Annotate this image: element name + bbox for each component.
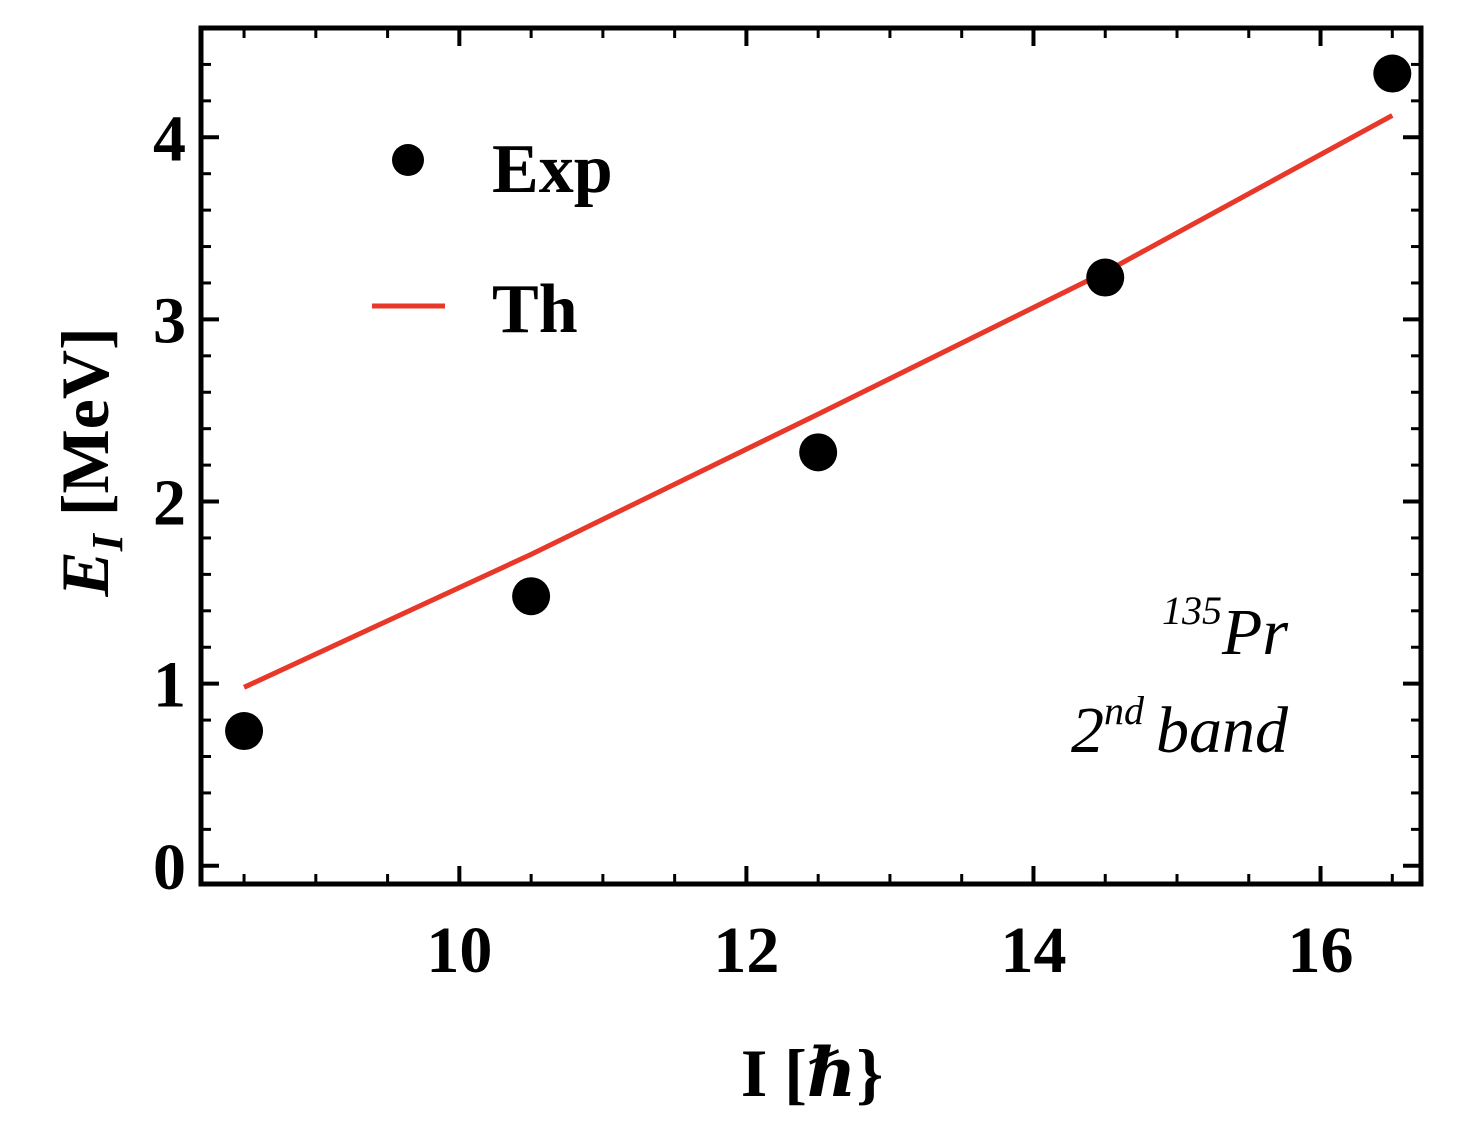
exp-point xyxy=(512,577,551,616)
y-axis-title-main: E xyxy=(47,551,123,597)
y-tick-label: 4 xyxy=(153,102,186,175)
exp-point xyxy=(1373,54,1412,93)
legend: Exp Th xyxy=(372,131,613,348)
legend-marker-exp xyxy=(392,144,424,176)
x-axis-title-close: } xyxy=(856,1035,883,1111)
x-tick-label: 10 xyxy=(426,914,492,987)
annotation-mass: 135 xyxy=(1162,588,1222,633)
annotation-band-suffix: nd xyxy=(1104,688,1145,733)
exp-point xyxy=(799,433,838,472)
x-axis-title-symbol: ℏ xyxy=(807,1035,856,1111)
annotation-band-word: band xyxy=(1156,694,1289,767)
legend-label-exp: Exp xyxy=(492,131,613,208)
annotation: 135Pr 2nd band xyxy=(1071,588,1289,767)
y-axis-title-sub: I xyxy=(83,532,132,552)
y-tick-label: 3 xyxy=(153,284,186,357)
y-axis-title-unit: [MeV] xyxy=(47,327,123,516)
y-tick-label: 2 xyxy=(153,467,186,540)
legend-label-th: Th xyxy=(492,271,578,348)
x-axis-title: I [ℏ} xyxy=(741,1035,883,1111)
x-tick-label: 12 xyxy=(713,914,779,987)
y-tick-label: 1 xyxy=(153,649,186,722)
exp-point xyxy=(1086,258,1125,297)
annotation-symbol: Pr xyxy=(1221,596,1288,669)
axis-ticks xyxy=(201,26,1421,884)
annotation-band-number: 2 xyxy=(1071,694,1104,767)
x-tick-label: 16 xyxy=(1288,914,1354,987)
annotation-nucleus: 135Pr xyxy=(1162,588,1288,669)
plot-frame xyxy=(198,25,1424,887)
x-axis-title-main: I [ xyxy=(741,1035,807,1111)
series-layer xyxy=(225,54,1412,751)
y-axis-title: EI [MeV] xyxy=(47,327,132,597)
y-tick-label: 0 xyxy=(153,831,186,904)
exp-point xyxy=(225,712,264,751)
th-line xyxy=(243,113,1394,690)
x-tick-label: 14 xyxy=(1000,914,1066,987)
annotation-band: 2nd band xyxy=(1071,688,1289,767)
